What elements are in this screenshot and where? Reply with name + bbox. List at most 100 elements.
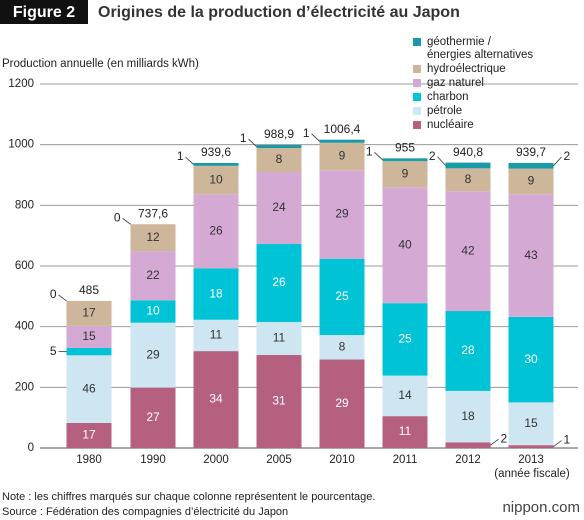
bar-segment xyxy=(256,148,302,173)
bar-segment xyxy=(382,187,428,304)
legend-item: gaz naturel xyxy=(413,77,533,90)
x-tick-label: 2012 xyxy=(455,454,481,466)
bar-segment xyxy=(319,335,365,360)
figure-label: Figure 2 xyxy=(13,4,75,21)
x-tick-label: 1990 xyxy=(140,454,166,466)
leader-line xyxy=(58,294,67,302)
leader-line xyxy=(437,156,446,166)
legend-label: géothermie / énergies alternatives xyxy=(427,36,534,61)
y-tick-label: 600 xyxy=(15,260,34,272)
leader-line xyxy=(185,156,194,165)
bar-segment xyxy=(319,142,365,171)
segment-label: 8 xyxy=(276,152,283,166)
segment-label: 27 xyxy=(146,410,160,424)
bar-segment xyxy=(445,311,491,391)
bar-segment xyxy=(256,355,302,448)
segment-label: 29 xyxy=(146,347,160,361)
bar-segment xyxy=(130,300,176,323)
bar-segment xyxy=(319,139,365,143)
x-tick-label: 2010 xyxy=(329,454,355,466)
leader-line xyxy=(122,217,131,225)
segment-label: 0 xyxy=(50,287,57,301)
y-tick-label: 1200 xyxy=(8,78,34,90)
y-tick-label: 0 xyxy=(28,442,34,454)
bar-segment xyxy=(445,442,491,448)
bar-segment xyxy=(508,194,554,317)
bar-segment xyxy=(130,224,176,252)
bar-segment xyxy=(256,172,302,245)
legend-item: hydroélectrique xyxy=(413,63,533,76)
bar-segment xyxy=(508,402,554,446)
figure-badge xyxy=(0,0,88,24)
segment-label: 18 xyxy=(209,286,223,300)
bar-segment xyxy=(319,258,365,336)
leader-line xyxy=(248,138,257,147)
segment-label: 34 xyxy=(209,392,223,406)
legend: géothermie / énergies alternatives hydroé… xyxy=(413,36,533,133)
note: Note : les chiffres marqués sur chaque c… xyxy=(2,491,375,503)
bar-segment xyxy=(66,355,112,423)
legend-label: gaz naturel xyxy=(427,77,484,89)
segment-label: 1 xyxy=(177,149,184,163)
legend-item: pétrole xyxy=(413,105,533,118)
x-tick-label: 2011 xyxy=(393,454,418,466)
leader-line xyxy=(553,440,562,447)
bar-segment xyxy=(66,422,112,448)
segment-label: 2 xyxy=(429,149,436,163)
bar-segment xyxy=(445,390,491,443)
legend-label: pétrole xyxy=(427,105,463,117)
legend-item: charbon xyxy=(413,91,533,104)
bar-segment xyxy=(508,445,554,448)
x-tick-label: 2005 xyxy=(266,454,292,466)
segment-label: 30 xyxy=(524,352,538,366)
y-axis-label: Production annuelle (en milliards kWh) xyxy=(2,58,199,70)
bar-segment xyxy=(382,303,428,376)
segment-label: 15 xyxy=(82,329,96,343)
segment-label: 22 xyxy=(146,268,160,282)
segment-label: 25 xyxy=(335,289,349,303)
x-tick-label: 2013 xyxy=(518,454,544,466)
total-label: 955 xyxy=(395,140,415,154)
segment-label: 14 xyxy=(398,388,412,402)
segment-label: 29 xyxy=(335,207,349,221)
leader-line xyxy=(490,438,499,446)
legend-item: géothermie / énergies alternatives xyxy=(413,36,533,62)
segment-label: 9 xyxy=(402,166,409,180)
segment-label: 28 xyxy=(461,343,475,357)
segment-label: 10 xyxy=(209,172,223,186)
total-label: 485 xyxy=(79,283,99,297)
segment-label: 5 xyxy=(50,344,57,358)
segment-label: 40 xyxy=(398,237,412,251)
legend-label: nucléaire xyxy=(427,119,474,131)
bar-segment xyxy=(256,145,302,149)
bar-segment xyxy=(382,161,428,188)
segment-label: 46 xyxy=(82,381,96,395)
segment-label: 1 xyxy=(240,131,247,145)
segment-label: 8 xyxy=(465,172,472,186)
brand: nippon.com xyxy=(502,499,580,516)
leader-line xyxy=(553,156,562,167)
bar-segment xyxy=(382,416,428,448)
segment-label: 1 xyxy=(564,433,571,447)
bar-segment xyxy=(256,244,302,323)
bar-segment xyxy=(508,168,554,195)
leader-line xyxy=(374,152,383,161)
source: Source : Fédération des compagnies d’éle… xyxy=(2,506,288,518)
segment-label: 29 xyxy=(335,396,349,410)
legend-swatch xyxy=(413,65,421,73)
bar-segment xyxy=(508,162,554,169)
bar-segment xyxy=(193,268,239,320)
segment-label: 24 xyxy=(272,200,286,214)
bar-segment xyxy=(319,359,365,448)
segment-label: 17 xyxy=(82,428,96,442)
segment-label: 8 xyxy=(339,339,346,353)
segment-label: 9 xyxy=(528,174,535,188)
total-label: 1006,4 xyxy=(324,122,361,136)
segment-label: 26 xyxy=(272,275,286,289)
segment-label: 25 xyxy=(398,332,412,346)
bar-segment xyxy=(193,351,239,448)
bar-segment xyxy=(382,375,428,417)
bar-segment xyxy=(66,325,112,348)
segment-label: 43 xyxy=(524,248,538,262)
